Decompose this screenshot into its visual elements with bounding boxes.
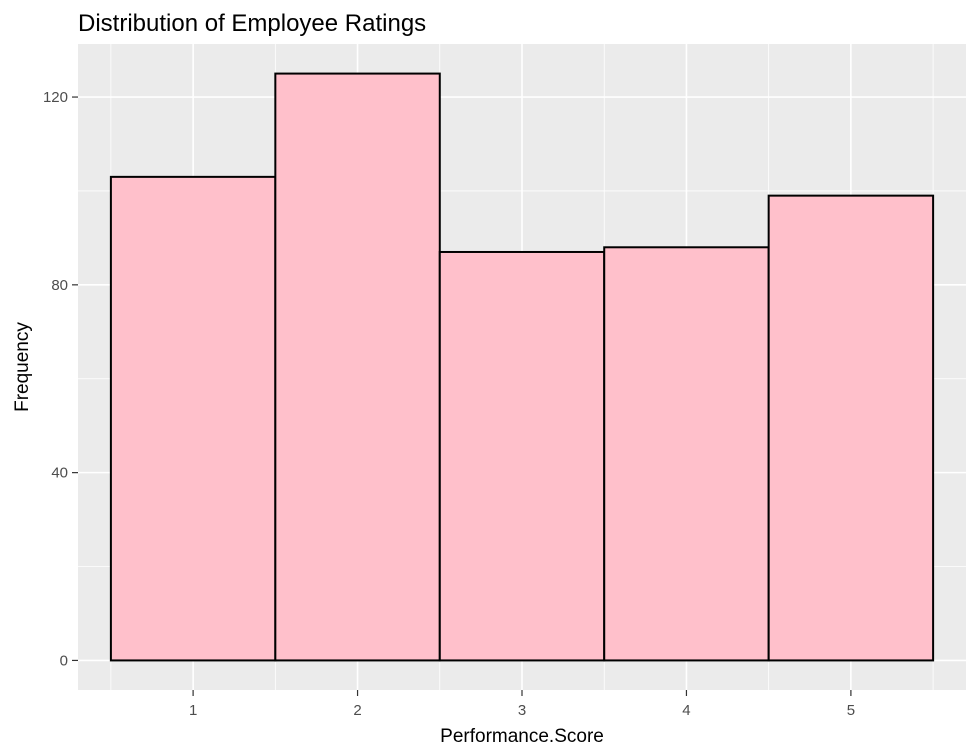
chart-title: Distribution of Employee Ratings [78, 10, 426, 37]
y-tick-label: 0 [60, 652, 68, 669]
x-axis-title: Performance.Score [440, 726, 604, 747]
y-axis-title: Frequency [12, 322, 33, 412]
bar-1 [109, 175, 277, 662]
x-tick-label: 3 [518, 702, 526, 719]
x-tick-label: 5 [847, 702, 855, 719]
y-tick-label: 120 [43, 89, 68, 106]
x-axis: 1 2 3 4 5 [189, 690, 855, 719]
bar-3 [438, 250, 606, 662]
y-tick-label: 40 [51, 465, 68, 482]
y-tick-label: 80 [51, 277, 68, 294]
x-tick-label: 1 [189, 702, 197, 719]
x-tick-label: 4 [682, 702, 690, 719]
bar-2 [274, 72, 441, 662]
bars [109, 72, 935, 662]
bar-5 [767, 194, 935, 662]
x-tick-label: 2 [353, 702, 361, 719]
y-axis: 0 40 80 120 [43, 89, 78, 669]
bar-4 [603, 246, 770, 662]
